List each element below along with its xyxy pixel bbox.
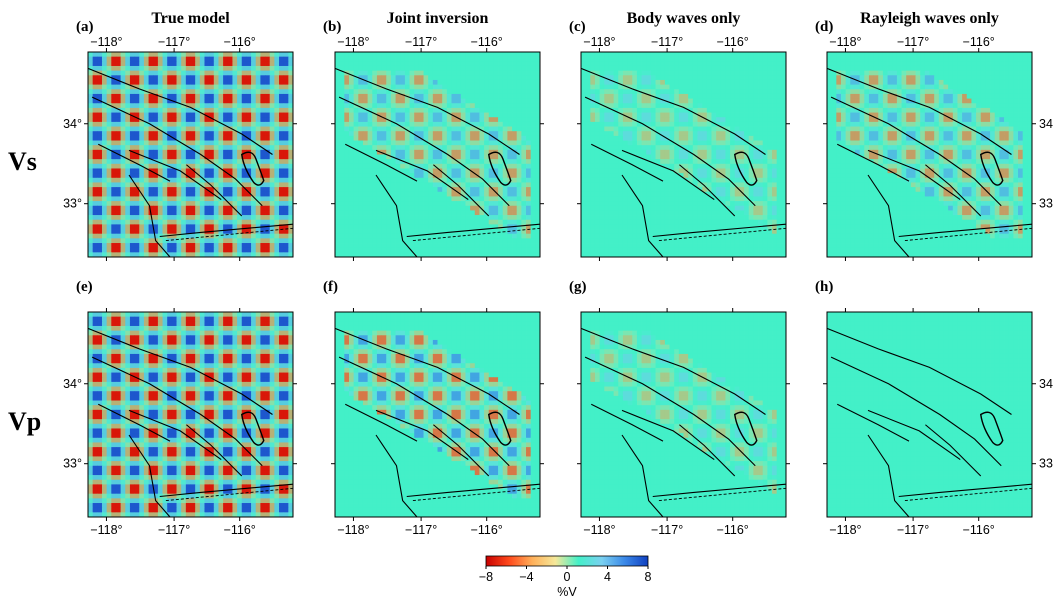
lon-tick-label: −116° — [963, 523, 995, 537]
lon-tick-label: −116° — [224, 523, 256, 537]
lon-tick-label: −118° — [829, 35, 861, 49]
lon-tick-label: −116° — [717, 523, 749, 537]
lon-tick-label: −118° — [337, 35, 369, 49]
lon-tick-label: −116° — [471, 35, 503, 49]
lat-tick-label: 33 — [1039, 457, 1053, 471]
colorbar-tick-label: −8 — [479, 570, 493, 584]
colorbar-tick-label: −4 — [519, 570, 533, 584]
lat-tick-label: 34 — [1039, 117, 1053, 131]
row-label-vp: Vp — [8, 407, 41, 436]
panel-frame — [87, 311, 294, 518]
lon-tick-label: −117° — [651, 35, 683, 49]
panel-frame — [334, 311, 541, 518]
panel-tag: (c) — [569, 19, 586, 35]
colorbar-tick-label: 0 — [564, 570, 571, 584]
panel-g: −118° −117° −116° (g) — [569, 279, 790, 537]
lon-tick-label: −116° — [471, 523, 503, 537]
colorbar-tick-label: 8 — [645, 570, 652, 584]
panel-frame — [826, 51, 1033, 258]
lon-tick-label: −117° — [158, 35, 190, 49]
panel-frame — [826, 311, 1033, 518]
lon-tick-label: −118° — [829, 523, 861, 537]
lat-tick-label: 33 — [1039, 197, 1053, 211]
panel-tag: (f) — [323, 279, 338, 295]
panel-tag: (d) — [815, 19, 833, 35]
lat-tick-label: 34° — [63, 117, 82, 131]
panel-title: True model — [151, 10, 230, 27]
lat-tick-label: 34 — [1039, 377, 1053, 391]
panel-h: −118° −117° −116° 34 33 (h) — [815, 279, 1053, 537]
panel-title: Rayleigh waves only — [860, 10, 999, 27]
panel-e: −118° −117° −116° 34° 33° (e) — [63, 279, 297, 537]
panel-tag: (e) — [76, 279, 93, 295]
lon-tick-label: −118° — [583, 523, 615, 537]
lat-tick-label: 33° — [63, 197, 82, 211]
lon-tick-label: −118° — [90, 35, 122, 49]
row-label-vs: Vs — [8, 147, 37, 176]
colorbar-tick-label: 4 — [604, 570, 611, 584]
lon-tick-label: −117° — [405, 523, 437, 537]
panel-frame — [87, 51, 294, 258]
panel-f: −118° −117° −116° (f) — [323, 279, 544, 537]
lon-tick-label: −117° — [897, 35, 929, 49]
panel-title: Body waves only — [627, 10, 741, 27]
lon-tick-label: −116° — [224, 35, 256, 49]
lon-tick-label: −117° — [897, 523, 929, 537]
lat-tick-label: 34° — [63, 377, 82, 391]
lon-tick-label: −117° — [651, 523, 683, 537]
lon-tick-label: −118° — [337, 523, 369, 537]
lon-tick-label: −116° — [963, 35, 995, 49]
panel-c: −118° −117° −116° (c) Body waves only — [569, 10, 790, 261]
panel-tag: (h) — [815, 279, 833, 295]
lon-tick-label: −117° — [158, 523, 190, 537]
lon-tick-label: −118° — [583, 35, 615, 49]
lon-tick-label: −117° — [405, 35, 437, 49]
panel-d: −118° −117° −116° 34 33 (d) Rayleigh waves onl… — [815, 10, 1053, 261]
lon-tick-label: −118° — [90, 523, 122, 537]
panel-a: −118° −117° −116° 34° 33° (a) True model — [63, 10, 297, 261]
panel-frame — [580, 51, 787, 258]
panel-b: −118° −117° −116° (b) Joint inversion — [323, 10, 544, 261]
panel-frame — [580, 311, 787, 518]
lat-tick-label: 33° — [63, 457, 82, 471]
panel-frame — [334, 51, 541, 258]
panel-title: Joint inversion — [387, 10, 489, 27]
panel-tag: (a) — [76, 19, 94, 35]
colorbar-bar — [485, 555, 649, 567]
colorbar-unit: %V — [557, 585, 577, 596]
lon-tick-label: −116° — [717, 35, 749, 49]
panel-tag: (g) — [569, 279, 587, 295]
colorbar: −8 −4 0 4 8 %V — [479, 555, 652, 596]
panel-tag: (b) — [323, 19, 341, 35]
